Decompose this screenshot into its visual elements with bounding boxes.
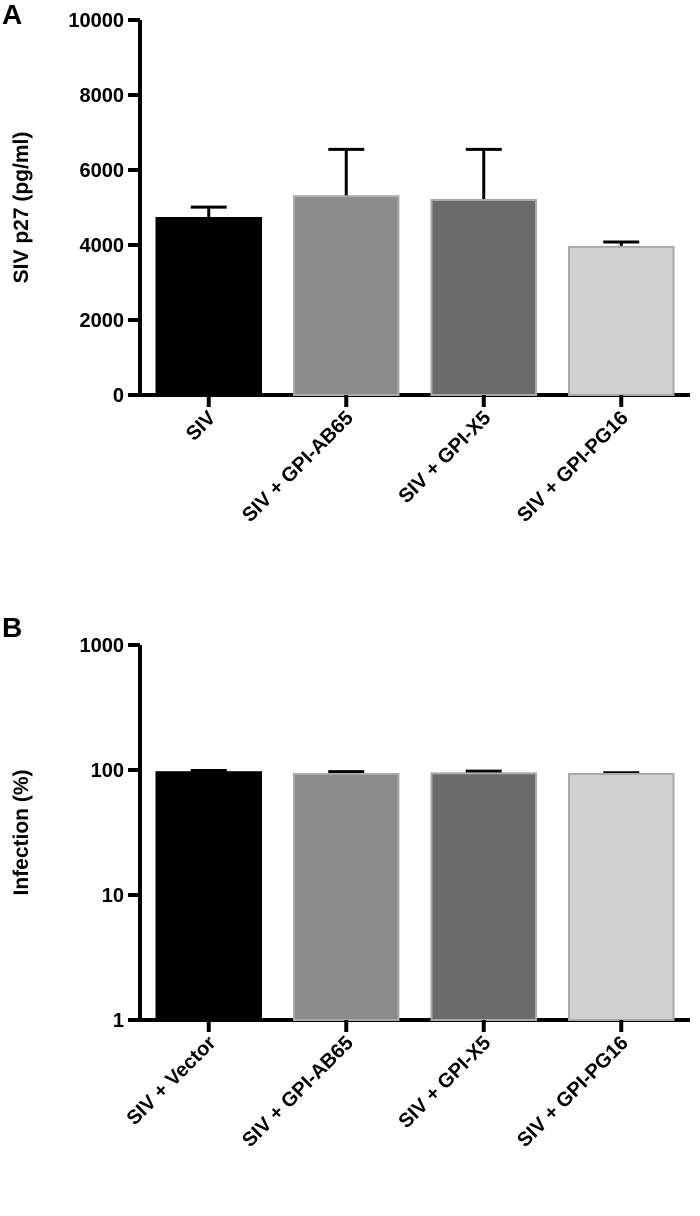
bar	[293, 772, 400, 1021]
bar	[293, 195, 400, 396]
x-tick-label: SIV + GPI-PG16	[513, 1032, 633, 1152]
y-tick-label: 6000	[80, 160, 125, 182]
bar	[430, 772, 537, 1021]
bar	[568, 245, 675, 396]
y-tick-label: 1000	[80, 635, 125, 657]
x-tick-label: SIV + GPI-AB65	[238, 1032, 358, 1152]
panel-label: A	[2, 0, 22, 30]
x-tick-label: SIV + GPI-PG16	[513, 407, 633, 527]
y-tick-label: 10	[102, 885, 124, 907]
x-tick-label: SIV + Vector	[123, 1032, 221, 1130]
x-tick-label: SIV + GPI-X5	[394, 407, 495, 508]
y-tick-label: 100	[91, 760, 124, 782]
bar	[155, 771, 262, 1022]
y-tick-label: 2000	[80, 310, 125, 332]
x-tick-label: SIV	[182, 407, 221, 446]
panel-label: B	[2, 612, 22, 643]
y-tick-label: 0	[113, 385, 124, 407]
y-tick-label: 1	[113, 1010, 124, 1032]
y-axis-title: Infection (%)	[10, 770, 33, 896]
y-tick-label: 8000	[80, 85, 125, 107]
bar	[155, 217, 262, 396]
bar	[568, 772, 675, 1021]
bar	[430, 199, 537, 396]
x-tick-label: SIV + GPI-X5	[394, 1032, 495, 1133]
x-tick-label: SIV + GPI-AB65	[238, 407, 358, 527]
y-axis-title: SIV p27 (pg/ml)	[10, 132, 33, 284]
y-tick-label: 10000	[68, 10, 124, 32]
y-tick-label: 4000	[80, 235, 125, 257]
